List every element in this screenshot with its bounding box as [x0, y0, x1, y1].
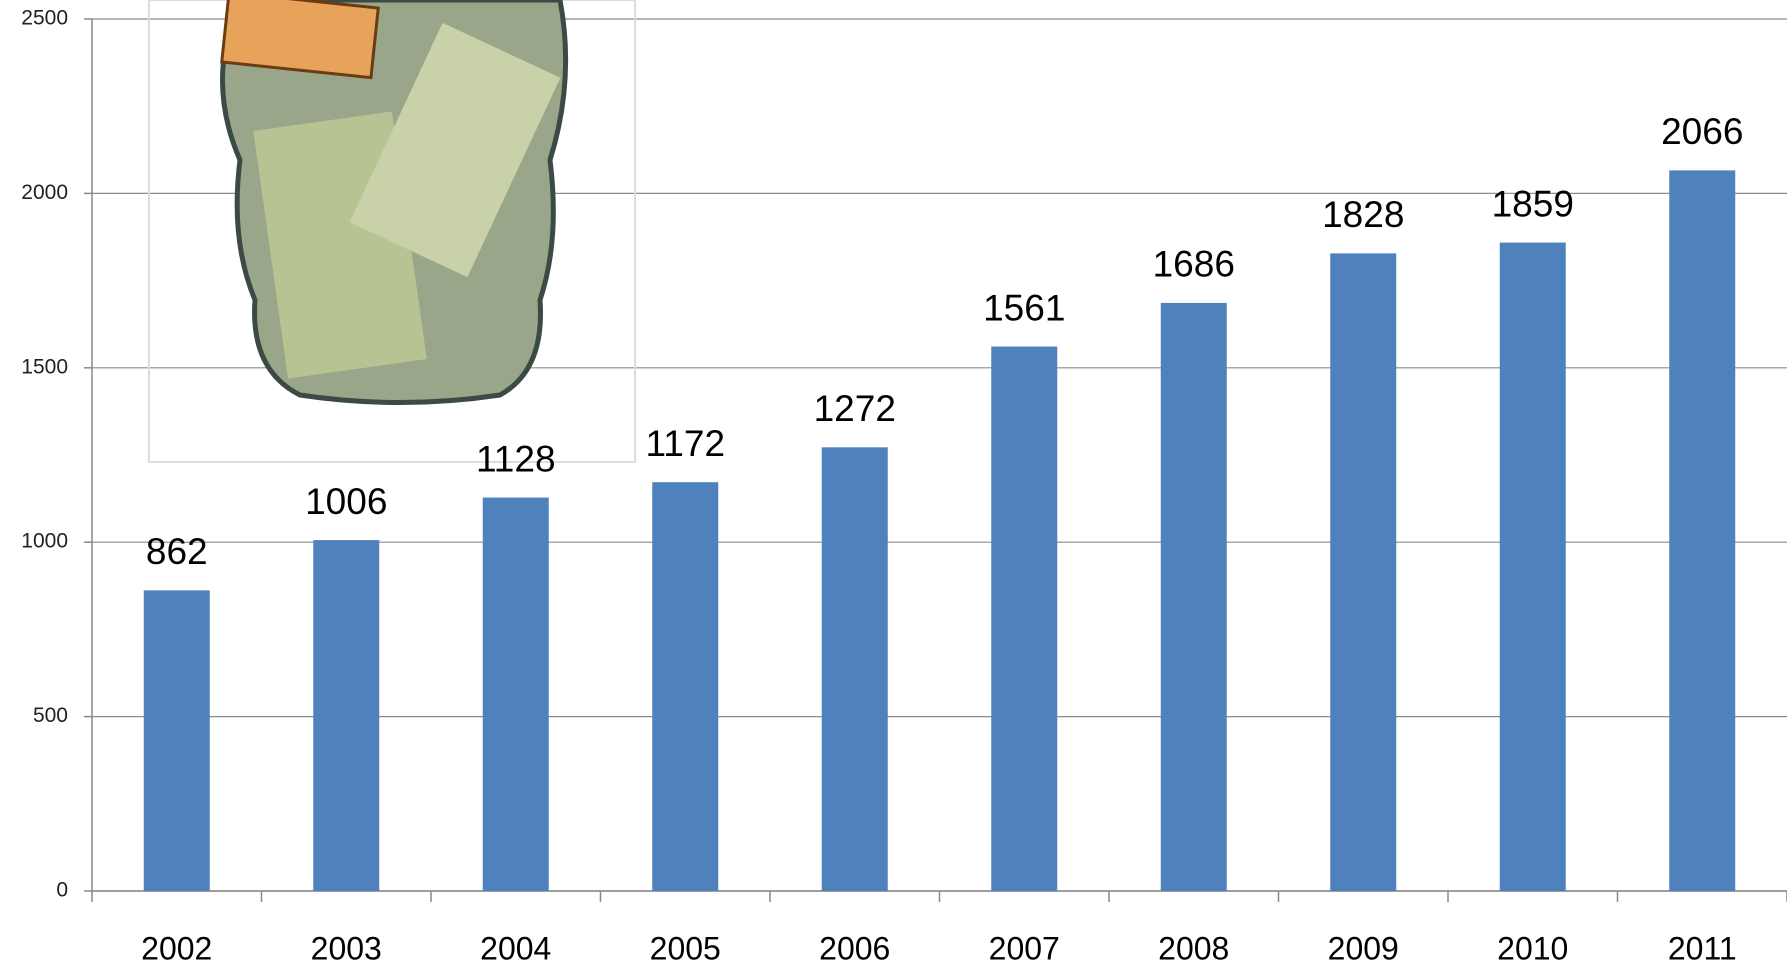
data-label: 1859	[1492, 183, 1574, 224]
x-tick-label: 2011	[1668, 930, 1737, 966]
bar	[652, 482, 719, 891]
x-tick-label: 2005	[650, 930, 721, 966]
image-frame	[148, 0, 636, 463]
bar	[143, 590, 210, 891]
data-label: 1006	[305, 481, 387, 522]
data-label: 1272	[814, 388, 896, 429]
x-tick-label: 2010	[1497, 930, 1568, 966]
bar	[821, 447, 888, 891]
bar	[1669, 170, 1736, 891]
data-label: 1561	[983, 287, 1065, 328]
bar	[1160, 302, 1227, 891]
data-label: 862	[146, 531, 208, 572]
data-label: 1686	[1153, 244, 1235, 285]
jar-tag	[220, 0, 380, 80]
bar	[482, 497, 549, 891]
bar	[991, 346, 1058, 891]
bar	[1330, 253, 1397, 891]
y-tick-label: 1500	[21, 355, 68, 378]
x-tick-label: 2009	[1328, 930, 1399, 966]
x-tick-label: 2002	[141, 930, 212, 966]
data-label: 1172	[645, 423, 725, 464]
data-label: 1128	[476, 438, 556, 479]
x-tick-label: 2006	[819, 930, 890, 966]
banknote	[349, 22, 561, 278]
y-tick-label: 500	[33, 704, 68, 727]
data-label: 2066	[1661, 111, 1743, 152]
y-tick-label: 2000	[21, 181, 68, 204]
y-tick-label: 0	[56, 879, 68, 902]
y-tick-label: 1000	[21, 530, 68, 553]
y-tick-label: 2500	[21, 7, 68, 30]
x-tick-label: 2007	[989, 930, 1060, 966]
data-label: 1828	[1322, 194, 1404, 235]
jar-illustration	[148, 0, 636, 463]
x-tick-label: 2008	[1158, 930, 1229, 966]
bar	[1499, 242, 1566, 891]
x-tick-label: 2004	[480, 930, 551, 966]
x-tick-label: 2003	[311, 930, 382, 966]
bar	[313, 540, 380, 891]
